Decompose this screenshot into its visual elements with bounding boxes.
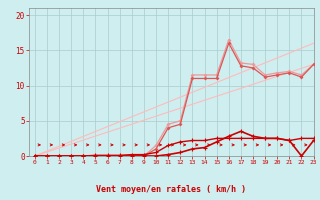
- X-axis label: Vent moyen/en rafales ( km/h ): Vent moyen/en rafales ( km/h ): [96, 185, 246, 194]
